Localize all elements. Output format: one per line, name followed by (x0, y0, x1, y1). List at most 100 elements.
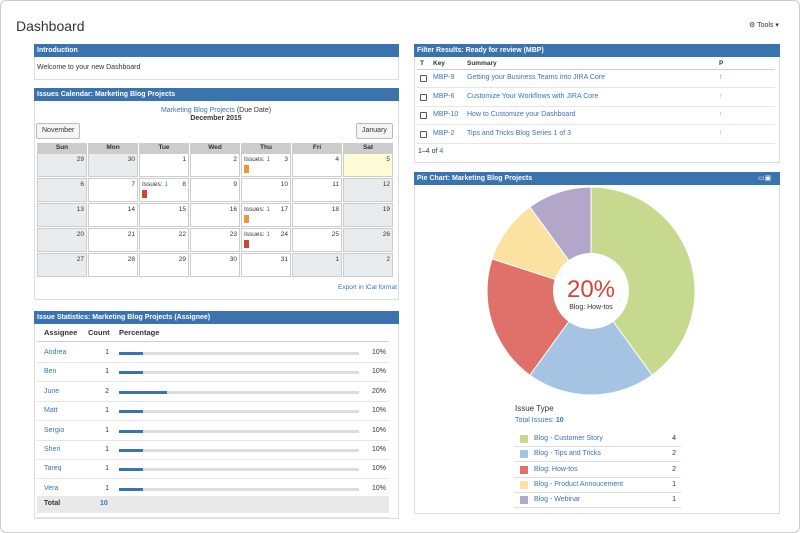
priority-icon: ↑ (719, 92, 723, 100)
filter-link[interactable]: Marketing Blog Projects (160, 107, 235, 114)
day-number: 2 (386, 256, 390, 263)
legend-swatch (520, 465, 528, 474)
issue-summary[interactable]: How to Customize your Dashboard (467, 111, 576, 119)
day-number: 25 (331, 231, 339, 238)
rule (37, 400, 389, 402)
weekday-cell: Thu (241, 143, 291, 153)
rule (514, 476, 681, 478)
day-cell (139, 203, 189, 227)
assignee-link[interactable]: June (44, 387, 60, 395)
day-cell (292, 203, 342, 227)
assignee-link[interactable]: Sergio (44, 426, 65, 434)
day-cell (292, 178, 342, 202)
assignee-link[interactable]: Sheri (44, 446, 61, 453)
issues-entry: Issues: 1 (244, 230, 270, 240)
legend-label[interactable]: Blog - Tips and Tricks (534, 450, 601, 458)
legend-label[interactable]: Blog - Customer Story (534, 435, 603, 442)
issue-key[interactable]: MBP-2 (433, 130, 455, 138)
total-value[interactable]: 10 (100, 500, 108, 507)
panel-icons[interactable]: ▭▣ (758, 175, 772, 182)
legend-label[interactable]: Blog - Webinar (534, 496, 581, 504)
weekday-cell: Fri (292, 143, 342, 153)
day-cell (37, 203, 87, 227)
priority-icon: ↑ (719, 74, 723, 81)
day-number: 23 (229, 231, 237, 238)
count-total[interactable]: 4 (439, 148, 444, 155)
issues-count[interactable]: 1 (266, 156, 271, 163)
day-number: 29 (76, 156, 84, 163)
type-icon (420, 131, 427, 139)
issues-count[interactable]: 1 (164, 181, 169, 188)
day-cell (241, 203, 291, 227)
total-label: Total Issues: (515, 417, 554, 424)
day-number: 16 (229, 206, 237, 213)
issue-summary[interactable]: Customize Your Workflows with JIRA Core (467, 92, 599, 100)
day-number: 4 (335, 156, 339, 163)
assignee-link[interactable]: Andrea (44, 349, 67, 356)
day-cell (139, 178, 189, 202)
day-number: 17 (280, 206, 288, 213)
issue-key[interactable]: MBP-9 (433, 74, 455, 81)
next-button[interactable]: January (356, 123, 393, 139)
issue-marker (244, 165, 249, 173)
total-value: 10 (555, 417, 564, 424)
tools-menu[interactable]: ⚙ Tools ▾ (749, 22, 779, 29)
day-number: 19 (382, 206, 390, 213)
count: 2 (105, 387, 109, 395)
percentage-bar (119, 449, 143, 452)
day-number: 22 (178, 231, 186, 238)
prev-button[interactable]: November (36, 123, 81, 139)
assignee-link[interactable]: Vera (44, 484, 59, 492)
intro-text: Welcome to your new Dashboard (37, 64, 141, 71)
legend-total: Total Issues: 10 (515, 416, 564, 426)
rule (37, 439, 389, 441)
issue-summary[interactable]: Getting your Business Teams into JIRA Co… (467, 74, 605, 81)
assignee-link[interactable]: Tareq (44, 465, 62, 473)
day-number: 6 (80, 181, 84, 188)
type-icon (420, 112, 427, 120)
column-header: Summary (467, 60, 497, 67)
issue-key[interactable]: MBP-6 (433, 92, 455, 100)
day-cell (139, 228, 189, 252)
panel-header: Pie Chart: Marketing Blog Projects (414, 172, 780, 185)
rule (37, 517, 389, 519)
rule (37, 478, 389, 480)
day-number: 27 (76, 256, 84, 263)
day-cell (190, 253, 240, 277)
assignee-link[interactable]: Matt (44, 407, 58, 415)
legend-value: 2 (672, 465, 676, 473)
day-cell (292, 153, 342, 177)
count: 1 (105, 407, 109, 415)
issue-key[interactable]: MBP-10 (433, 111, 459, 119)
issue-marker (244, 215, 249, 223)
issues-count[interactable]: 1 (266, 206, 271, 213)
tools-label[interactable]: Tools (757, 22, 774, 29)
day-cell (37, 153, 87, 177)
rule (37, 420, 389, 422)
day-cell (343, 203, 393, 227)
legend-label[interactable]: Blog: How-tos (534, 465, 578, 473)
legend-value: 1 (672, 480, 676, 488)
issues-count[interactable]: 1 (266, 231, 271, 238)
issues-entry: Issues: 1 (244, 155, 270, 165)
issue-summary[interactable]: Tips and Tricks Blog Series 1 of 3 (467, 130, 572, 138)
pie-slice (529, 290, 653, 396)
calendar-month: December 2015 (190, 115, 242, 122)
issue-marker (142, 190, 147, 198)
day-number: 18 (331, 206, 339, 213)
priority-icon: ↑ (719, 130, 723, 138)
export-link[interactable]: Export in iCal format (338, 284, 397, 291)
column-header: T (420, 60, 424, 67)
legend-swatch (520, 435, 528, 443)
total-label: Total (44, 500, 61, 507)
legend-label[interactable]: Blog - Product Annoucement (534, 480, 624, 488)
center-caption: Blog: How-tos (569, 304, 613, 311)
day-cell (37, 253, 87, 277)
count: 1 (105, 349, 109, 356)
column-header: Percentage (119, 328, 160, 337)
rule (37, 341, 389, 342)
day-cell (88, 228, 138, 252)
assignee-link[interactable]: Ben (44, 368, 57, 376)
legend-swatch (520, 496, 528, 505)
